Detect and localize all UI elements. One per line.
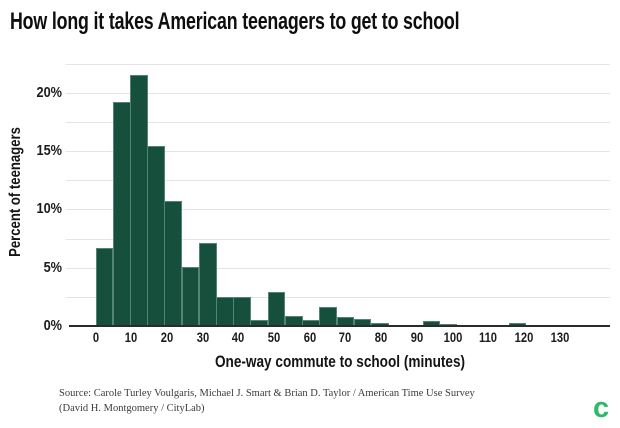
- plot-area: [66, 60, 610, 327]
- histogram-bar: [95, 247, 114, 326]
- histogram-bar: [319, 306, 337, 326]
- x-tick-label: 120: [514, 329, 534, 345]
- histogram-bar: [130, 75, 148, 326]
- y-tick-label: 15%: [36, 142, 62, 159]
- x-tick-label: 70: [339, 329, 352, 345]
- x-tick-label: 30: [196, 329, 209, 345]
- x-tick-label: 50: [267, 329, 281, 345]
- histogram-bar: [181, 266, 200, 326]
- x-axis-tick-labels: 0 10 20 30 40 50 60 70 80 90 100 110 120 130: [66, 329, 610, 345]
- histogram-bar: [198, 243, 217, 326]
- histogram-bar: [370, 323, 389, 326]
- x-tick-label: 20: [160, 329, 174, 345]
- gridline: [66, 180, 610, 182]
- citylab-logo-icon: c: [593, 392, 610, 424]
- histogram-bar: [267, 291, 286, 326]
- histogram-bar: [112, 102, 131, 326]
- gridline: [66, 296, 610, 298]
- x-axis-title: One-way commute to school (minutes): [214, 352, 466, 371]
- histogram-bar: [422, 321, 441, 326]
- source-attribution: Source: Carole Turley Voulgaris, Michael…: [59, 386, 475, 416]
- histogram-bar: [147, 145, 165, 326]
- x-tick-label: 80: [374, 329, 388, 345]
- gridline: [66, 267, 610, 269]
- histogram-bar: [216, 296, 234, 326]
- gridline: [66, 151, 610, 152]
- x-tick-label: 60: [303, 329, 317, 345]
- histogram-bar: [508, 322, 527, 326]
- y-axis-tick-labels: 0% 5% 10% 15% 20%: [0, 60, 62, 334]
- source-line-1: Source: Carole Turley Voulgaris, Michael…: [59, 388, 475, 399]
- histogram-bar: [233, 296, 251, 326]
- histogram-bar: [164, 201, 183, 326]
- histogram-bar: [353, 319, 372, 326]
- gridline: [66, 238, 610, 240]
- gridline: [66, 121, 610, 123]
- x-axis-line: [69, 325, 610, 327]
- x-tick-label: 100: [443, 329, 462, 345]
- x-tick-label: 110: [479, 329, 498, 345]
- y-tick-label: 20%: [36, 83, 62, 101]
- x-tick-label: 90: [410, 329, 424, 345]
- x-tick-label: 130: [550, 329, 569, 345]
- gridline: [66, 92, 610, 94]
- x-tick-label: 40: [232, 329, 245, 345]
- y-tick-label: 0%: [43, 317, 62, 334]
- histogram-bar: [439, 323, 458, 326]
- y-tick-label: 10%: [36, 200, 62, 218]
- gridline: [66, 63, 610, 65]
- y-tick-label: 5%: [43, 258, 62, 276]
- gridline: [66, 209, 610, 211]
- source-line-2: (David H. Montgomery / CityLab): [59, 403, 205, 414]
- x-tick-label: 10: [125, 329, 138, 345]
- chart-title: How long it takes American teenagers to …: [10, 8, 460, 35]
- x-tick-label: 0: [92, 329, 99, 345]
